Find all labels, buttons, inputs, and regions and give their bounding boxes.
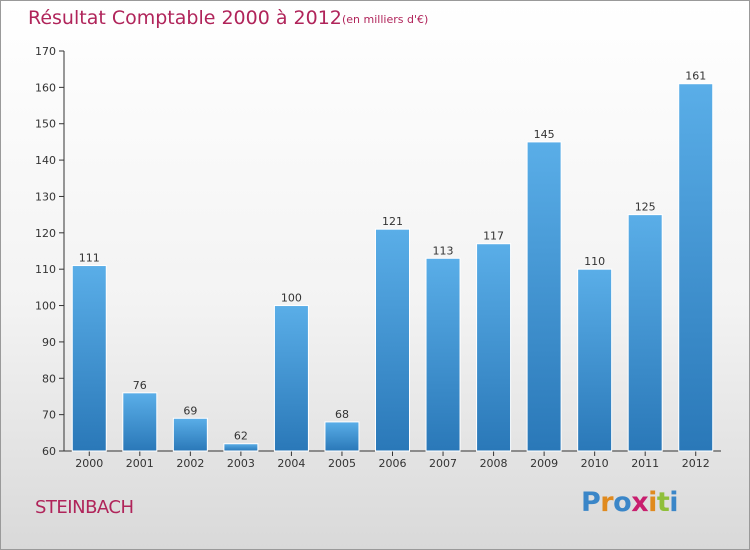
data-label: 110 [584, 255, 605, 268]
y-tick-label: 70 [42, 409, 56, 422]
y-tick-label: 130 [35, 190, 56, 203]
data-label: 121 [382, 215, 403, 228]
bar-2002[interactable] [172, 417, 208, 452]
chart-title: Résultat Comptable 2000 à 2012 [28, 7, 342, 29]
bar-2012[interactable] [678, 83, 714, 452]
data-labels: 111 76 69 62 100 68 121 113 117 145 110 125 161 [79, 70, 706, 443]
bar-2007[interactable] [425, 257, 461, 452]
data-label: 69 [183, 404, 197, 417]
logo-letter: x [631, 487, 649, 518]
data-label: 100 [281, 292, 302, 305]
x-tick-label: 2006 [379, 457, 407, 470]
x-tick-label: 2005 [328, 457, 356, 470]
logo-letter: o [613, 487, 632, 518]
bar-2004[interactable] [273, 305, 309, 452]
x-tick-label: 2000 [75, 457, 103, 470]
proxiti-logo[interactable]: Proxiti [581, 487, 679, 518]
logo-letter: r [600, 487, 614, 518]
data-label: 125 [635, 201, 656, 214]
logo-letter: t [656, 487, 670, 518]
bar-2005[interactable] [324, 421, 360, 452]
y-tick-label: 60 [42, 445, 56, 458]
data-label: 111 [79, 252, 100, 265]
y-tick-label: 160 [35, 81, 56, 94]
y-tick-label: 100 [35, 300, 56, 313]
x-tick-label: 2002 [176, 457, 204, 470]
y-tick-label: 80 [42, 372, 56, 385]
y-tick-label: 150 [35, 118, 56, 131]
logo-letter: P [581, 487, 601, 518]
data-label: 161 [685, 70, 706, 83]
data-label: 113 [433, 244, 454, 257]
data-label: 62 [234, 430, 248, 443]
x-tick-label: 2001 [126, 457, 154, 470]
data-label: 68 [335, 408, 349, 421]
x-tick-label: 2009 [530, 457, 558, 470]
bar-2010[interactable] [577, 268, 613, 452]
x-tick-label: 2011 [631, 457, 659, 470]
y-tick-label: 120 [35, 227, 56, 240]
logo-letter: i [648, 487, 657, 518]
bar-2006[interactable] [375, 228, 410, 452]
y-axis: 60 70 80 90 100 110 120 130 140 150 160 170 [35, 45, 65, 458]
bar-2001[interactable] [122, 392, 158, 452]
x-tick-label: 2010 [581, 457, 609, 470]
bar-2000[interactable] [71, 265, 107, 452]
data-label: 76 [133, 379, 147, 392]
y-tick-label: 90 [42, 336, 56, 349]
data-label: 145 [534, 128, 555, 141]
y-tick-label: 170 [35, 45, 56, 58]
x-axis: 2000 2001 2002 2003 2004 2005 2006 2007 2008 2009… [64, 450, 721, 470]
bar-2011[interactable] [627, 214, 663, 452]
bars [71, 83, 714, 452]
x-tick-label: 2008 [480, 457, 508, 470]
bar-2009[interactable] [526, 141, 562, 452]
x-tick-label: 2003 [227, 457, 255, 470]
x-tick-label: 2007 [429, 457, 457, 470]
x-tick-label: 2012 [682, 457, 710, 470]
chart-subtitle: (en milliers d'€) [342, 13, 429, 26]
logo-letter: i [669, 487, 679, 518]
x-tick-label: 2004 [277, 457, 305, 470]
y-tick-label: 140 [35, 154, 56, 167]
bar-2008[interactable] [476, 243, 512, 452]
y-tick-label: 110 [35, 263, 56, 276]
bar-2003[interactable] [223, 443, 259, 452]
data-label: 117 [483, 230, 504, 243]
town-name: STEINBACH [35, 497, 134, 518]
